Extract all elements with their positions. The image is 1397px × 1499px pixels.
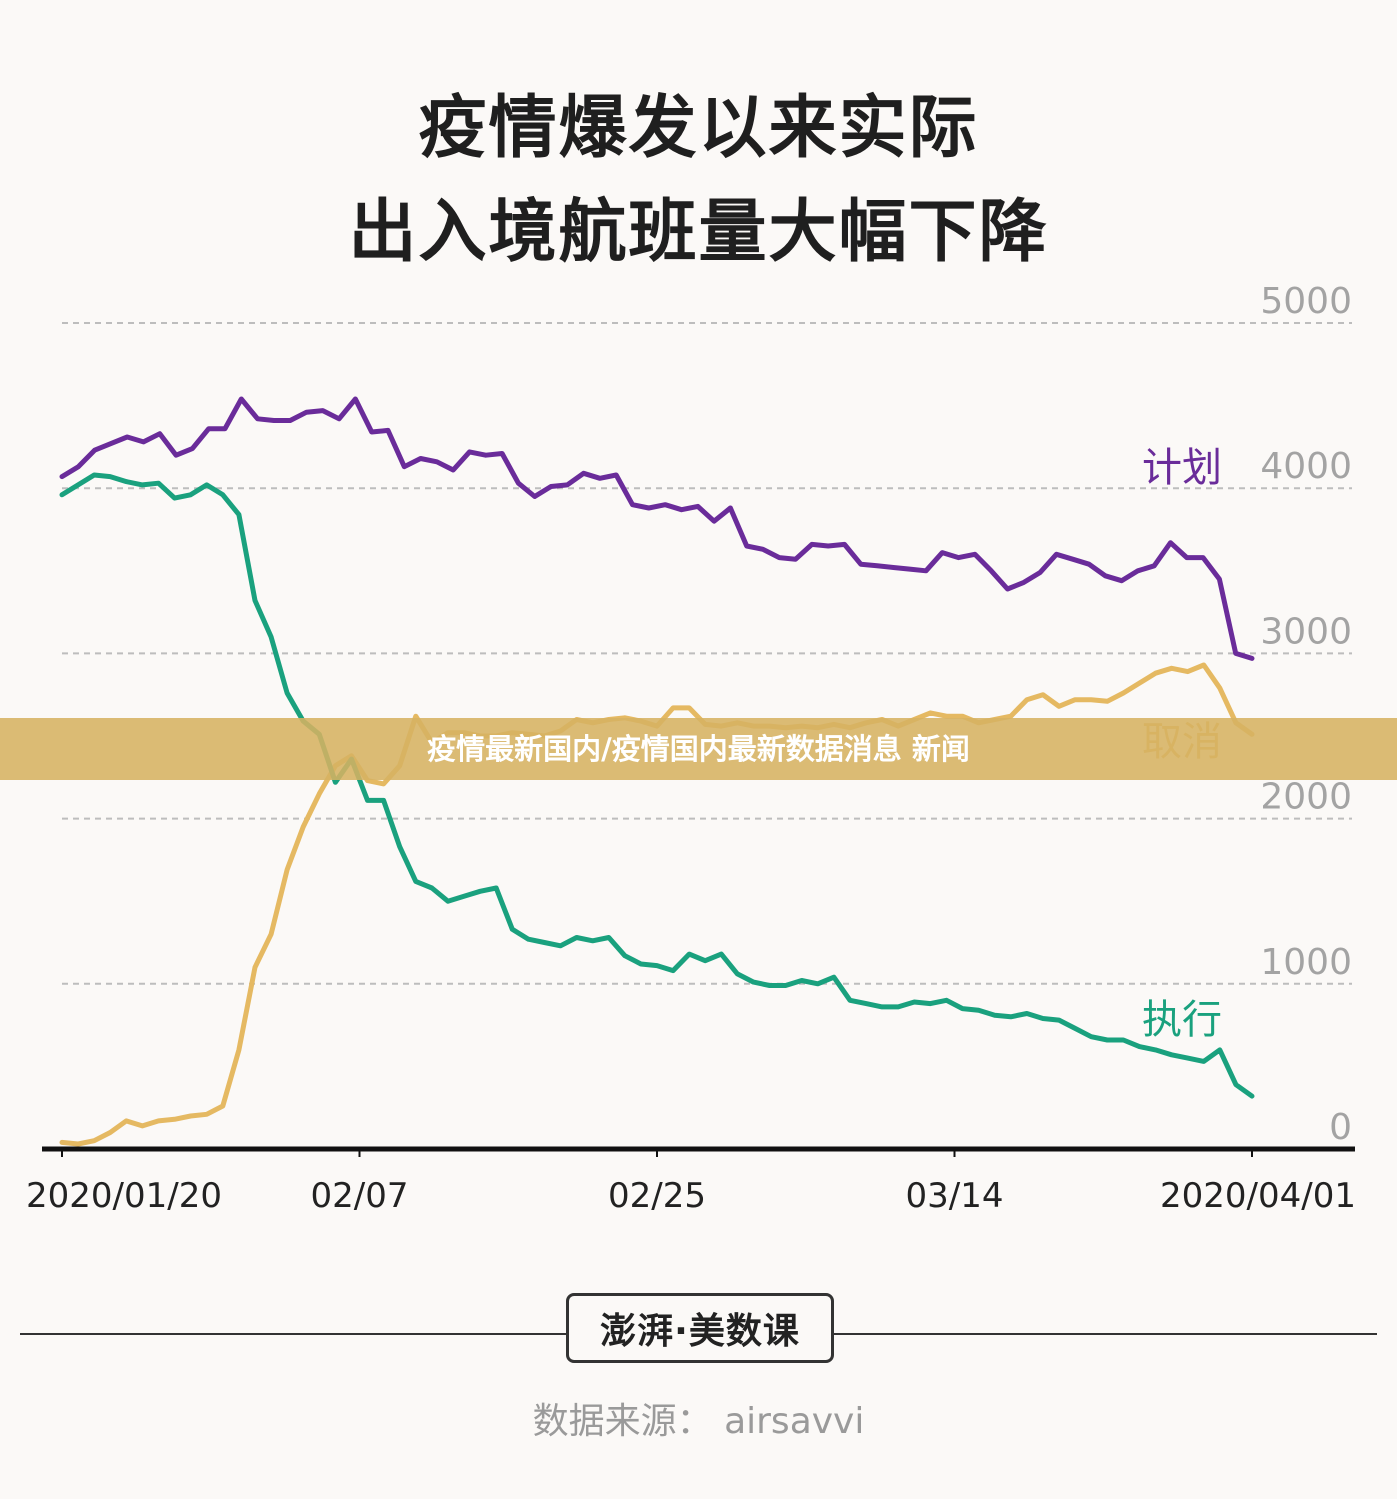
x-tick-label: 02/07 [311,1176,409,1216]
footer-divider-left [20,1333,566,1335]
brand-label: 澎湃·美数课 [600,1311,800,1352]
chart-title-line-2: 出入境航班量大幅下降 [348,193,1049,272]
x-tick-label: 2020/01/20 [26,1176,222,1216]
series-line-2 [59,472,1255,1099]
series-line-0 [59,396,1255,661]
y-tick-label: 3000 [1260,611,1352,652]
y-tick-label: 5000 [1260,281,1352,322]
y-tick-label: 4000 [1260,446,1352,487]
x-tick-label: 2020/04/01 [1160,1176,1356,1216]
brand-logo: 澎湃·美数课 [566,1293,834,1363]
overlay-banner: 疫情最新国内/疫情国内最新数据消息 新闻 [0,718,1397,780]
y-tick-label: 2000 [1260,777,1352,818]
y-tick-label: 0 [1329,1107,1352,1148]
y-tick-label: 1000 [1260,942,1352,983]
grid-layer [62,322,1352,985]
series-label-2: 执行 [1142,997,1222,1043]
data-source: 数据来源： airsavvi [532,1401,865,1442]
series-label-0: 计划 [1142,445,1222,491]
axis-layer [42,1146,1355,1157]
chart-title-line-1: 疫情爆发以来实际 [418,89,979,168]
banner-text: 疫情最新国内/疫情国内最新数据消息 新闻 [427,732,970,766]
footer-divider-right [834,1333,1377,1335]
x-tick-label: 03/14 [906,1176,1004,1216]
x-tick-label: 02/25 [608,1176,706,1216]
